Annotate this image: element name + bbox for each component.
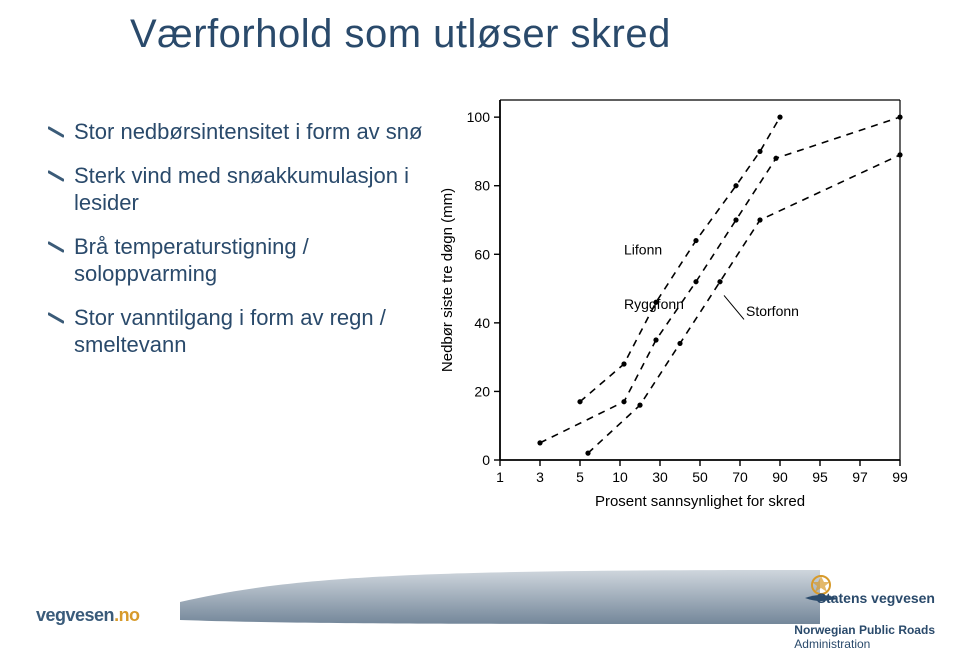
bullet-text: Stor nedbørsintensitet i form av snø <box>74 118 422 146</box>
svg-text:Lifonn: Lifonn <box>624 241 662 257</box>
bullet-item: Brå temperaturstigning / soloppvarming <box>48 233 428 288</box>
svg-text:Prosent sannsynlighet for skre: Prosent sannsynlighet for skred <box>595 493 805 510</box>
bullet-text: Brå temperaturstigning / soloppvarming <box>74 233 428 288</box>
svg-text:5: 5 <box>576 469 584 485</box>
svg-text:20: 20 <box>474 383 490 399</box>
bullet-mark-icon <box>48 126 64 138</box>
svg-text:100: 100 <box>467 109 491 125</box>
vegvesen-text: vegvesen <box>36 605 114 625</box>
svg-text:95: 95 <box>812 469 828 485</box>
statens-vegvesen-label: Statens vegvesen <box>817 590 935 606</box>
bullet-mark-icon <box>48 312 64 324</box>
bullet-mark-icon <box>48 170 64 182</box>
svg-text:40: 40 <box>474 315 490 331</box>
svg-text:60: 60 <box>474 246 490 262</box>
footer: vegvesen.no Vær p Statens vegvesen Norwe… <box>0 568 959 668</box>
svg-text:3: 3 <box>536 469 544 485</box>
bullet-list: Stor nedbørsintensitet i form av snø Ster… <box>48 118 428 375</box>
svg-text:Nedbør siste tre døgn (mm): Nedbør siste tre døgn (mm) <box>439 188 456 372</box>
svg-text:0: 0 <box>482 452 490 468</box>
bullet-item: Stor vanntilgang i form av regn / smelte… <box>48 304 428 359</box>
bullet-item: Sterk vind med snøakkumulasjon i lesider <box>48 162 428 217</box>
bullet-text: Stor vanntilgang i form av regn / smelte… <box>74 304 428 359</box>
probability-chart: 0 20 40 60 80 100 1 3 5 10 30 50 70 90 95 97 99 Prosent s… <box>430 90 930 520</box>
svg-text:99: 99 <box>892 469 908 485</box>
bullet-text: Sterk vind med snøakkumulasjon i lesider <box>74 162 428 217</box>
svg-text:97: 97 <box>852 469 868 485</box>
vegvesen-suffix: .no <box>114 605 140 625</box>
svg-text:80: 80 <box>474 178 490 194</box>
npra-line1: Norwegian Public Roads <box>794 624 935 638</box>
vegvesen-logo: vegvesen.no <box>36 605 140 626</box>
svg-text:50: 50 <box>692 469 708 485</box>
bullet-mark-icon <box>48 241 64 253</box>
svg-text:Storfonn: Storfonn <box>746 303 799 319</box>
page-title: Værforhold som utløser skred <box>130 12 671 57</box>
svg-text:90: 90 <box>772 469 788 485</box>
svg-text:1: 1 <box>496 469 504 485</box>
svg-text:Ryggfonn: Ryggfonn <box>624 296 684 312</box>
footer-swoosh <box>180 564 820 624</box>
npra-label: Norwegian Public Roads Administration <box>794 624 935 652</box>
svg-text:70: 70 <box>732 469 748 485</box>
svg-text:10: 10 <box>612 469 628 485</box>
bullet-item: Stor nedbørsintensitet i form av snø <box>48 118 428 146</box>
svg-text:30: 30 <box>652 469 668 485</box>
npra-line2: Administration <box>794 638 935 652</box>
